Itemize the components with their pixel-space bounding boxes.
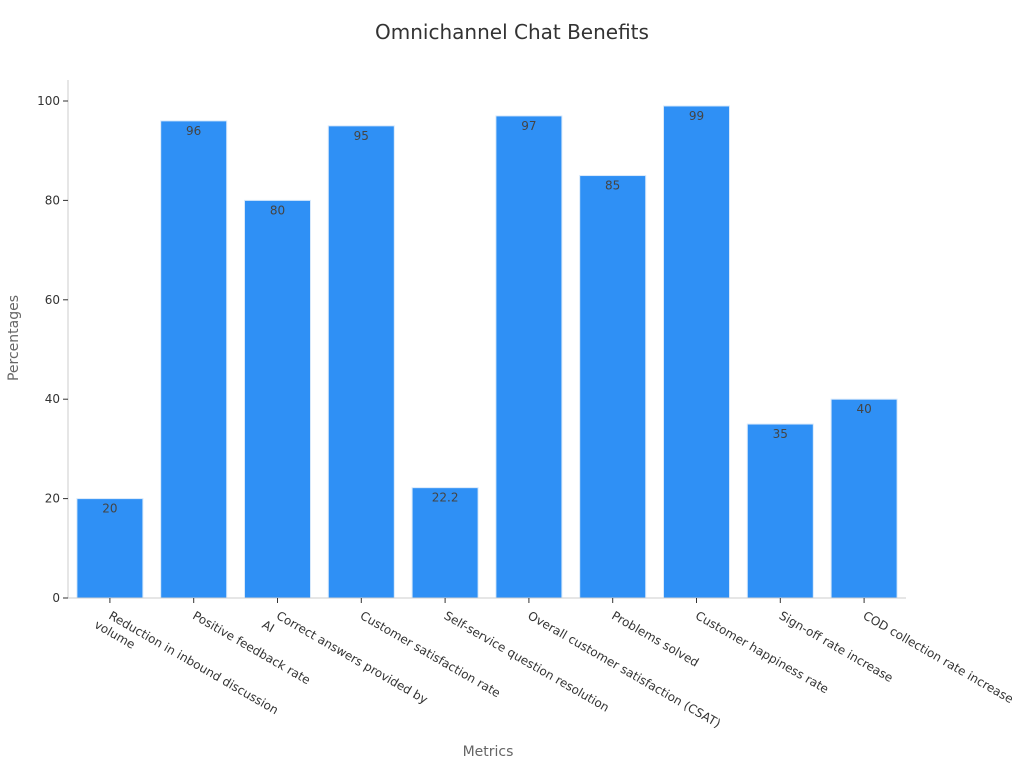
bar bbox=[746, 423, 814, 599]
bar-value-label: 40 bbox=[856, 402, 871, 416]
bar bbox=[495, 115, 563, 599]
x-tick-label: Self-service question resolution bbox=[442, 608, 612, 714]
chart-title: Omnichannel Chat Benefits bbox=[375, 20, 649, 44]
bar bbox=[663, 105, 730, 599]
bar-value-label: 95 bbox=[354, 129, 369, 143]
bar bbox=[830, 398, 898, 599]
y-tick-label: 0 bbox=[52, 591, 60, 605]
x-axis-title: Metrics bbox=[463, 744, 514, 760]
y-axis-title: Percentages bbox=[6, 295, 22, 381]
bar-value-label: 80 bbox=[270, 203, 285, 217]
x-tick-label: Customer happiness rate bbox=[693, 608, 831, 696]
bar-value-label: 35 bbox=[773, 427, 788, 441]
bar-value-label: 96 bbox=[186, 124, 201, 138]
bar-value-label: 85 bbox=[605, 179, 620, 193]
y-tick-label: 20 bbox=[45, 492, 60, 506]
x-tick-label: Reduction in inbound discussionvolume bbox=[92, 604, 281, 730]
data-labels-group: 20 96 80 95 22.2 97 85 99 35 40 bbox=[102, 109, 871, 516]
y-tick-label: 60 bbox=[45, 293, 60, 307]
bar bbox=[327, 125, 395, 599]
y-tick-label: 40 bbox=[45, 392, 60, 406]
bar-value-label: 97 bbox=[521, 119, 536, 133]
x-tick-label: Customer satisfaction rate bbox=[358, 608, 503, 700]
bar bbox=[244, 199, 311, 599]
bar bbox=[579, 175, 647, 599]
y-axis: 0 20 40 60 80 100 bbox=[37, 80, 69, 605]
bar-value-label: 99 bbox=[689, 109, 704, 123]
y-tick-label: 100 bbox=[37, 94, 60, 108]
bar-value-label: 22.2 bbox=[432, 491, 459, 505]
bar-value-label: 20 bbox=[102, 502, 117, 516]
bar bbox=[160, 120, 228, 599]
y-tick-label: 80 bbox=[45, 193, 60, 207]
bar bbox=[411, 487, 479, 599]
bars-group bbox=[76, 105, 898, 599]
x-axis: Reduction in inbound discussionvolume Pos… bbox=[68, 597, 1016, 731]
x-tick-label: COD collection rate increase bbox=[861, 608, 1016, 706]
bar bbox=[76, 498, 144, 599]
